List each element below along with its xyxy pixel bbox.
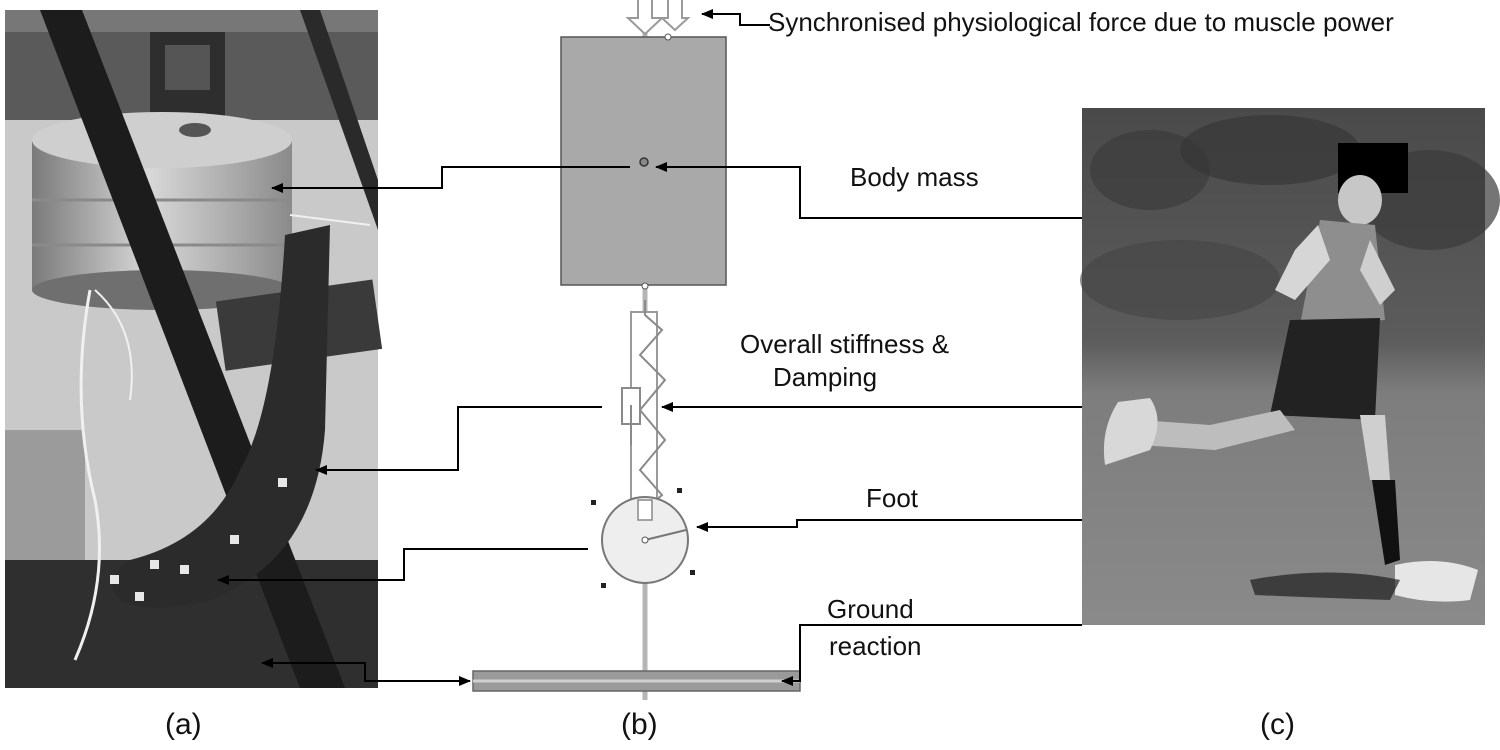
foot-label: Foot — [866, 483, 919, 513]
caption-c: (c) — [1260, 708, 1295, 741]
arrow-foot-a — [217, 548, 588, 585]
force-label: Synchronised physiological force due to … — [768, 7, 1394, 37]
panel-c-photo — [1080, 108, 1500, 625]
center-of-mass-icon — [639, 157, 649, 167]
panel-b-schematic — [472, 0, 801, 700]
force-input-arrow — [625, 0, 691, 36]
stiffness-label-line1: Overall stiffness & — [740, 329, 949, 359]
front-shoe — [1395, 561, 1478, 602]
arrow-body-mass-c — [655, 162, 1082, 219]
labels: Synchronised physiological force due to … — [165, 7, 1394, 741]
arrow-force — [701, 9, 770, 26]
ground-label-line2: reaction — [829, 631, 922, 661]
stiffness-label-line2: Damping — [773, 362, 877, 392]
blade-leg — [1372, 480, 1400, 565]
arrow-foot-c — [696, 519, 1082, 532]
arrow-body-mass-a — [271, 166, 630, 193]
runner-shadow — [1250, 572, 1400, 600]
blade-prosthesis — [112, 225, 330, 608]
panel-a-photo — [5, 10, 383, 688]
body-mass-label: Body mass — [850, 162, 979, 192]
rear-shoe — [1103, 398, 1158, 465]
caption-b: (b) — [621, 708, 658, 741]
arrow-ground-c — [781, 624, 1082, 686]
shorts — [1270, 318, 1380, 420]
arrow-ground-a — [261, 658, 470, 682]
ground-label-line1: Ground — [827, 594, 914, 624]
foot-wheel — [591, 488, 695, 588]
runner-figure — [1103, 143, 1478, 602]
connector-arrows — [217, 9, 1082, 686]
caption-a: (a) — [165, 708, 202, 741]
spring-damper — [621, 300, 667, 513]
arrow-stiffness-a — [315, 406, 602, 475]
